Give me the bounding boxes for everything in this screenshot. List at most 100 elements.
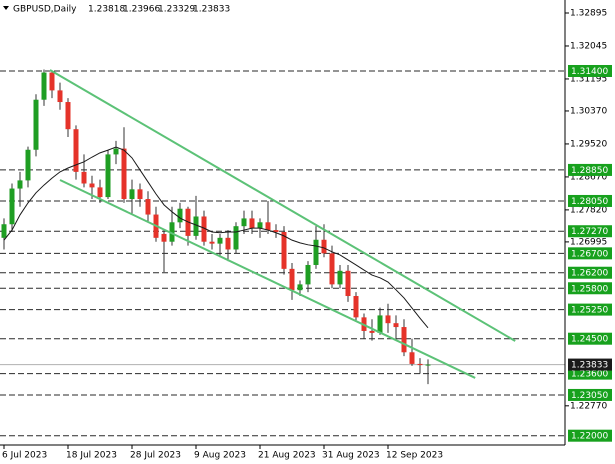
level-label-box [568, 225, 612, 238]
candle-body [97, 187, 103, 198]
candle-body [169, 222, 175, 242]
candle-body [281, 232, 287, 269]
candle-body [393, 323, 399, 328]
level-label: 1.31400 [571, 67, 608, 77]
level-label: 1.26200 [571, 269, 608, 279]
level-label-box [568, 388, 612, 401]
candle-body [145, 199, 151, 215]
candle-body [409, 352, 415, 364]
level-label-box [568, 247, 612, 260]
candle-body [73, 129, 79, 172]
level-label: 1.28050 [571, 197, 608, 207]
y-tick-label: 1.29520 [570, 139, 607, 149]
candle-body [417, 363, 423, 366]
level-label-box [568, 194, 612, 207]
candle-body [105, 154, 111, 198]
level-label-box [568, 64, 612, 77]
ohlc-high: 1.23966 [123, 5, 160, 15]
candle-body [129, 189, 135, 200]
candle-body [57, 90, 63, 103]
candle-body [305, 264, 311, 285]
candle-body [209, 241, 215, 244]
candle-body [353, 296, 359, 318]
x-tick-label: 31 Aug 2023 [322, 451, 380, 461]
moving-average [3, 146, 429, 329]
candle-body [217, 237, 223, 244]
candle-body [273, 230, 279, 233]
candle-body [65, 102, 71, 130]
candle-body [297, 284, 303, 291]
level-label: 1.27270 [571, 227, 608, 237]
candle-body [369, 330, 375, 333]
level-label-box [568, 163, 612, 176]
y-tick-label: 1.32895 [570, 8, 607, 18]
candle-body [377, 315, 383, 333]
marks-layer [1, 69, 516, 385]
y-tick-label: 1.28670 [570, 172, 607, 182]
x-tick-label: 21 Aug 2023 [258, 451, 316, 461]
candle-body [233, 226, 239, 250]
candle-body [193, 216, 199, 236]
level-label-box [568, 332, 612, 345]
candle-body [385, 315, 391, 324]
level-label-box [568, 367, 612, 380]
level-label-box [568, 303, 612, 316]
candle-body [33, 99, 39, 150]
candle-body [81, 171, 87, 184]
ohlc-open: 1.23818 [88, 5, 125, 15]
candle-body [9, 188, 15, 225]
y-tick-label: 1.26995 [570, 237, 607, 247]
candle-body [241, 218, 247, 227]
candle-body [321, 239, 327, 254]
symbol-title: GBPUSD,Daily [13, 5, 77, 15]
level-label: 1.22000 [571, 432, 608, 442]
y-tick-label: 1.30370 [570, 106, 607, 116]
candle-body [313, 239, 319, 265]
level-label: 1.25250 [571, 306, 608, 316]
level-label: 1.25800 [571, 284, 608, 294]
axis-layer: 1.32895 1.32045 1.31195 1.30370 1.29520 1.286… [2, 8, 612, 461]
y-tick-label: 1.27820 [570, 205, 607, 215]
x-tick-label: 9 Aug 2023 [194, 451, 246, 461]
candle-body [161, 233, 167, 242]
candle-body [49, 72, 55, 91]
channel-line [49, 69, 516, 342]
candle-body [25, 149, 31, 181]
candle-body [17, 180, 23, 189]
candle-body [289, 268, 295, 291]
x-tick-label: 6 Jul 2023 [2, 451, 47, 461]
ohlc-close: 1.23833 [193, 5, 230, 15]
level-label-box [568, 282, 612, 295]
x-tick-label: 18 Jul 2023 [66, 451, 117, 461]
level-label-box [568, 429, 612, 442]
candle-body [425, 364, 431, 366]
level-label: 1.28850 [571, 166, 608, 176]
candle-body [177, 208, 183, 223]
x-tick-label: 12 Sep 2023 [386, 451, 443, 461]
candle-body [1, 224, 7, 238]
level-label: 1.24500 [571, 335, 608, 345]
menu-triangle [3, 6, 9, 10]
channel-line [59, 179, 476, 379]
candle-body [41, 72, 47, 100]
candle-body [121, 148, 127, 200]
current-price-box [568, 358, 612, 371]
candle-body [201, 216, 207, 242]
plot-area [0, 0, 565, 445]
y-tick-label: 1.22770 [570, 401, 607, 411]
level-label: 1.23050 [571, 391, 608, 401]
candle-body [89, 183, 95, 188]
candle-body [137, 189, 143, 200]
level-label: 1.23600 [571, 370, 608, 380]
current-price-label: 1.23833 [571, 361, 608, 371]
candle-body [337, 270, 343, 285]
candle-body [225, 237, 231, 250]
level-label-box [568, 266, 612, 279]
candle-body [329, 253, 335, 285]
candle-body [249, 218, 255, 229]
x-tick-label: 28 Jul 2023 [130, 451, 181, 461]
y-tick-label: 1.32045 [570, 41, 607, 51]
level-label: 1.26700 [571, 249, 608, 259]
